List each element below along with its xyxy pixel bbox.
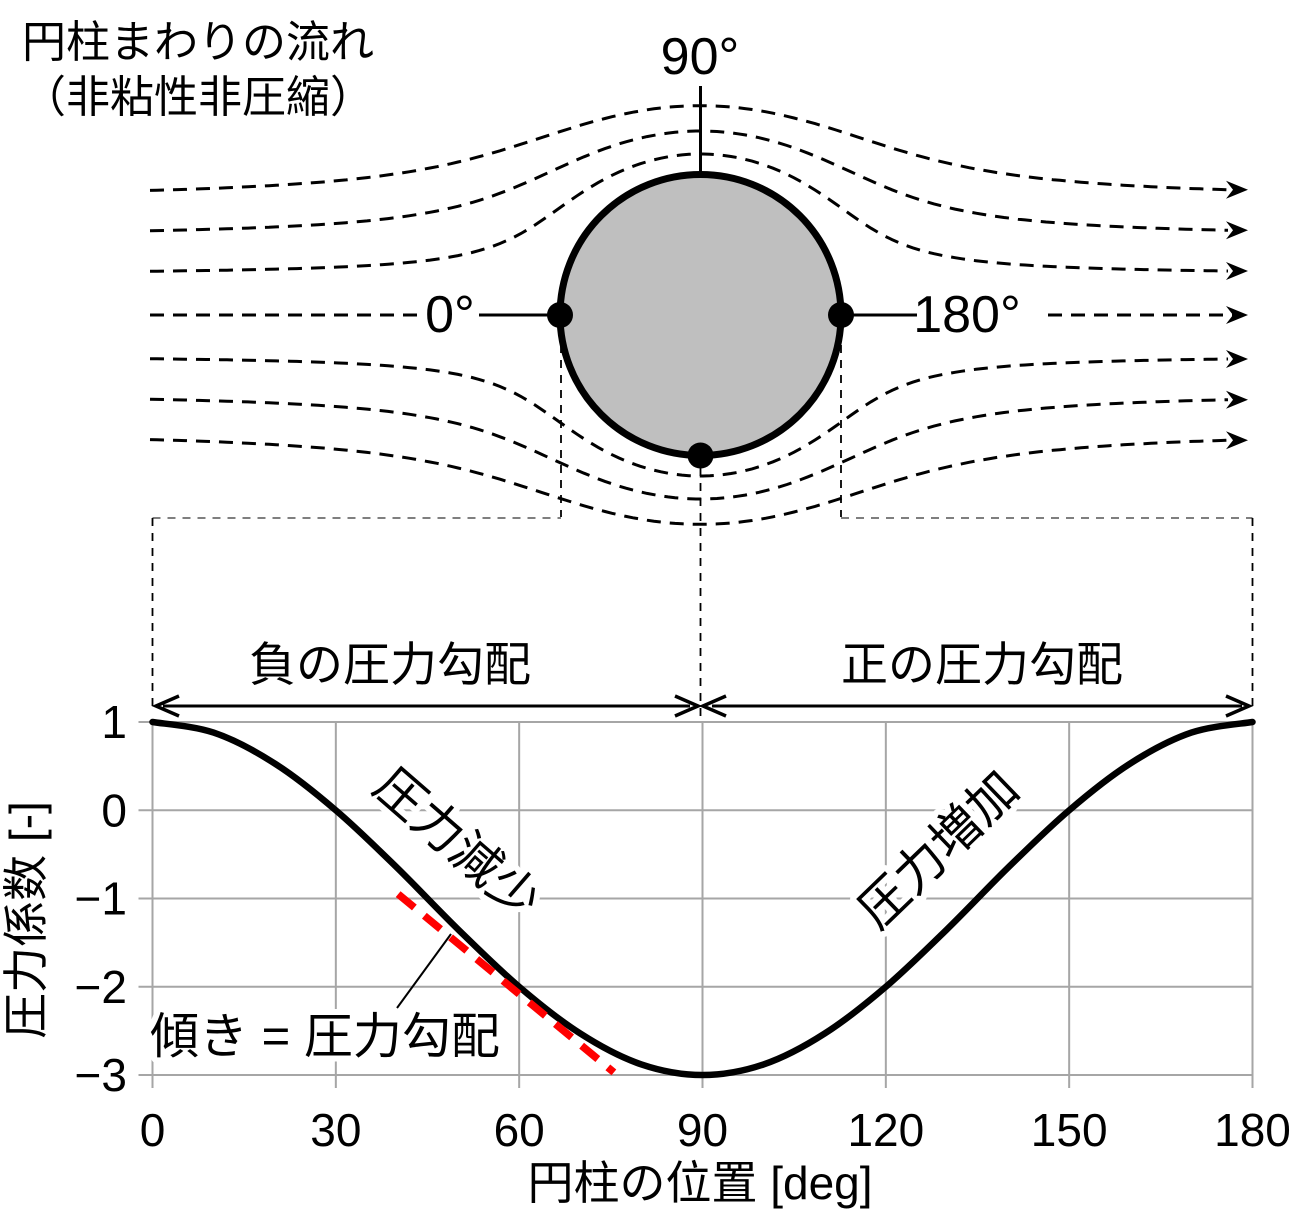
x-tick-label: 120	[847, 1104, 924, 1156]
y-tick-label: −3	[75, 1049, 127, 1101]
x-tick-label: 180	[1214, 1104, 1291, 1156]
streamline	[149, 397, 1229, 501]
streamline	[149, 129, 1229, 233]
streamline-arrowhead	[1226, 350, 1248, 369]
cylinder-body	[556, 171, 845, 459]
pos-gradient-range-arrow	[698, 694, 1254, 718]
streamline-arrowhead	[1226, 390, 1248, 409]
y-axis-title: 圧力係数 [-]	[0, 801, 52, 1039]
y-tick-label: −2	[75, 961, 127, 1013]
x-tick-label: 60	[494, 1104, 545, 1156]
angle-label-0: 0°	[425, 286, 475, 344]
x-tick-label: 30	[310, 1104, 361, 1156]
flow-streamlines	[149, 104, 1248, 526]
stagnation-point-180deg	[828, 302, 854, 328]
y-tick-label: 0	[101, 784, 127, 836]
figure-title-line2: （非粘性非圧縮）	[22, 73, 374, 122]
streamline	[150, 152, 1229, 273]
x-tick-label: 0	[140, 1104, 166, 1156]
streamline	[150, 357, 1229, 478]
chart-plot: 0 30 60 90 120 150 180 1 0 −1 −2 −3	[75, 696, 1291, 1156]
zone-label-positive-gradient: 正の圧力勾配	[841, 638, 1123, 691]
surface-point-90deg	[687, 442, 714, 469]
y-tick-label: −1	[75, 873, 127, 925]
slope-annotation-label: 傾き = 圧力勾配	[150, 1010, 500, 1064]
y-tick-label: 1	[101, 696, 127, 748]
curve-label-pressure-increase: 圧力増加	[847, 760, 1030, 939]
tangent-line	[395, 891, 617, 1076]
streamline-arrowhead	[1226, 431, 1248, 450]
slope-pointer-line	[396, 933, 452, 1009]
zone-label-negative-gradient: 負の圧力勾配	[249, 638, 531, 691]
angle-label-90: 90°	[661, 28, 740, 86]
curve-label-pressure-decrease: 圧力減少	[363, 756, 551, 929]
streamline-arrowhead	[1226, 261, 1248, 280]
stagnation-point-0deg	[547, 302, 573, 328]
figure-title-line1: 円柱まわりの流れ	[22, 18, 374, 67]
cp-curve	[149, 718, 1256, 1079]
center-streamline-arrowhead	[1226, 306, 1248, 324]
x-tick-label: 150	[1031, 1104, 1108, 1156]
streamline-arrowhead	[1226, 180, 1248, 199]
neg-gradient-range-arrow	[151, 694, 703, 718]
angle-label-180: 180°	[913, 286, 1021, 344]
x-tick-label: 90	[677, 1104, 728, 1156]
x-axis-title: 円柱の位置 [deg]	[527, 1157, 872, 1209]
streamline-arrowhead	[1226, 221, 1248, 240]
